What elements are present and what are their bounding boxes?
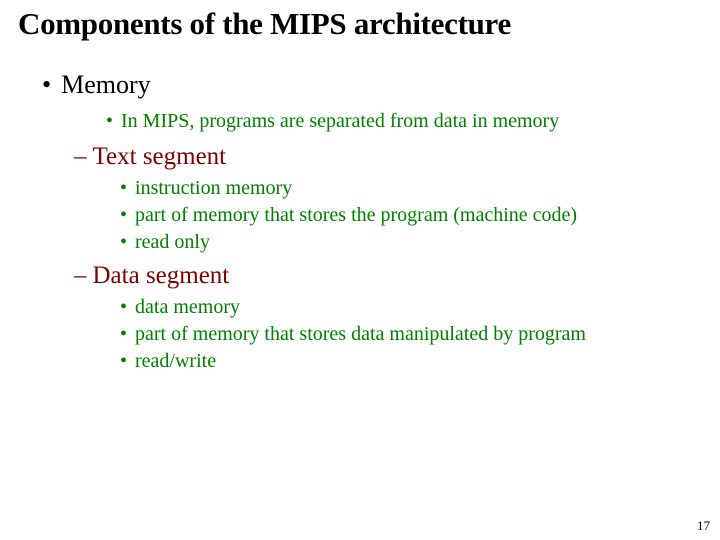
bullet-memory-label: Memory (61, 70, 151, 99)
bullet-icon: • (120, 296, 127, 318)
list-item-text: data memory (135, 296, 240, 318)
page-number: 17 (697, 518, 710, 534)
bullet-icon: • (120, 204, 127, 226)
dash-icon: – (74, 262, 87, 289)
heading-data-segment: –Data segment (74, 262, 702, 290)
bullet-memory: • Memory (42, 70, 702, 100)
list-item-text: instruction memory (135, 177, 292, 199)
bullet-icon: • (120, 231, 127, 253)
intro-text: In MIPS, programs are separated from dat… (121, 110, 559, 132)
list-item-text: read only (135, 231, 210, 253)
heading-text-segment: –Text segment (74, 143, 702, 171)
list-item: • read/write (120, 350, 702, 373)
slide-title: Components of the MIPS architecture (18, 6, 702, 42)
slide: Components of the MIPS architecture • Mem… (0, 0, 720, 373)
bullet-icon: • (120, 177, 127, 199)
list-item: • part of memory that stores the program … (120, 204, 702, 227)
list-item-text: part of memory that stores the program (… (135, 204, 577, 226)
list-item: • data memory (120, 296, 702, 319)
bullet-icon: • (42, 70, 51, 99)
list-item: • part of memory that stores data manipul… (120, 323, 702, 346)
list-item: • read only (120, 231, 702, 254)
intro-line: • In MIPS, programs are separated from da… (106, 110, 702, 133)
heading-data-segment-label: Data segment (93, 262, 230, 289)
list-item-text: part of memory that stores data manipula… (135, 323, 586, 345)
bullet-icon: • (120, 323, 127, 345)
heading-text-segment-label: Text segment (93, 143, 227, 170)
dash-icon: – (74, 143, 87, 170)
list-item-text: read/write (135, 350, 216, 372)
list-item: • instruction memory (120, 177, 702, 200)
bullet-icon: • (106, 110, 113, 132)
bullet-icon: • (120, 350, 127, 372)
